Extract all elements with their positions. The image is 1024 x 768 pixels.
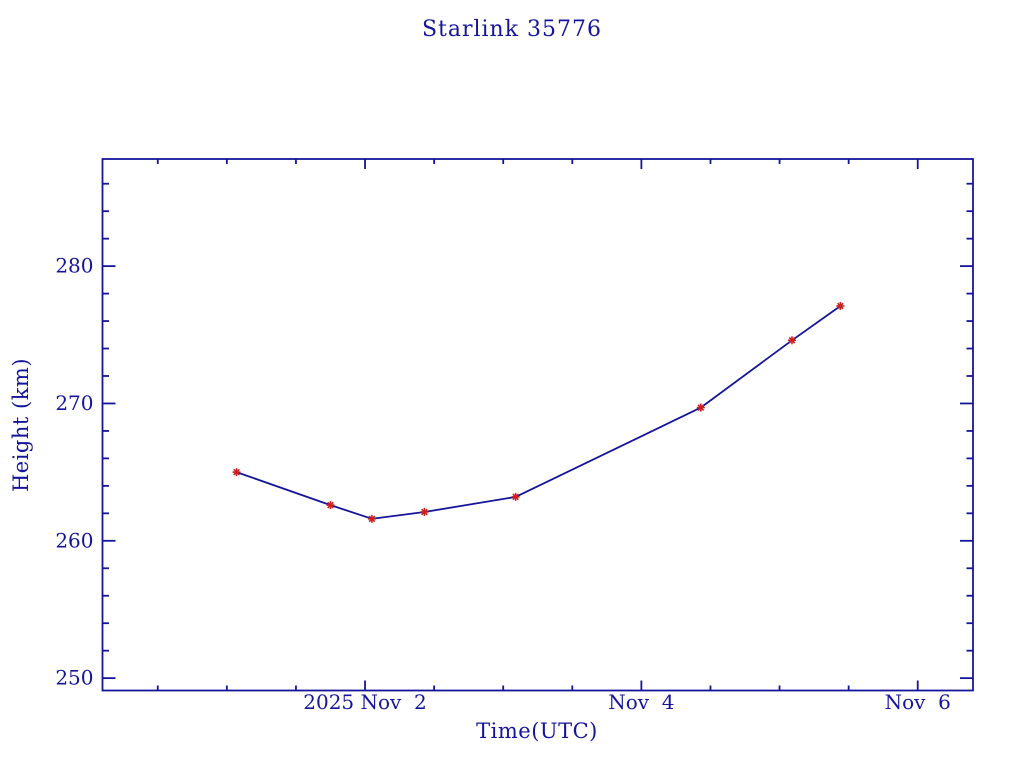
plot-border xyxy=(101,158,974,692)
data-point-marker xyxy=(367,514,376,523)
asterisk-marker-stroke xyxy=(421,508,428,516)
asterisk-marker-stroke xyxy=(233,468,240,476)
data-point-marker xyxy=(787,336,796,345)
x-tick-label: 2025 Nov 2 xyxy=(303,690,427,714)
asterisk-marker-stroke xyxy=(836,302,844,310)
asterisk-marker-stroke xyxy=(512,493,520,501)
y-tick-label: 280 xyxy=(55,254,93,278)
asterisk-marker-stroke xyxy=(788,336,796,344)
y-tick-label: 270 xyxy=(55,391,93,415)
height-line xyxy=(236,305,841,520)
data-point-marker xyxy=(420,507,429,516)
x-tick-label: Nov 4 xyxy=(608,690,674,714)
y-axis-label: Height (km) xyxy=(9,357,33,493)
x-tick-label: Nov 6 xyxy=(885,690,951,714)
asterisk-marker-stroke xyxy=(327,501,334,509)
data-point-marker xyxy=(232,468,241,477)
data-point-marker xyxy=(326,501,335,510)
asterisk-marker-stroke xyxy=(697,404,705,411)
y-tick-label: 250 xyxy=(55,666,93,690)
asterisk-marker-stroke xyxy=(368,515,376,523)
chart-title: Starlink 35776 xyxy=(421,17,603,42)
x-axis-label: Time(UTC) xyxy=(476,719,598,743)
y-tick-label: 260 xyxy=(55,528,93,552)
data-point-marker xyxy=(836,301,845,310)
data-point-marker xyxy=(696,403,705,412)
data-point-marker xyxy=(511,492,520,501)
